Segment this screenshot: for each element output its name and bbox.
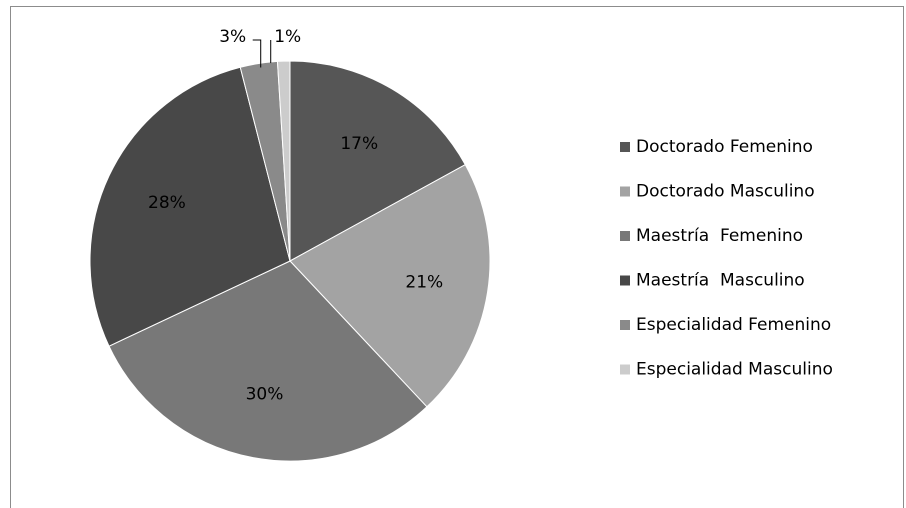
legend-swatch xyxy=(620,186,630,197)
data-label: 28% xyxy=(148,193,186,213)
pie-slice xyxy=(289,163,491,408)
pie-slice xyxy=(108,260,428,462)
legend-swatch xyxy=(620,142,630,152)
data-label: 21% xyxy=(405,272,443,292)
legend-swatch xyxy=(620,320,630,330)
data-label: 30% xyxy=(246,385,284,405)
legend-swatch xyxy=(620,231,630,241)
legend-label: Doctorado Femenino xyxy=(636,137,813,157)
legend-swatch xyxy=(620,275,630,286)
data-label: 1% xyxy=(274,27,301,47)
leader-line xyxy=(252,39,262,68)
legend-label: Especialidad Femenino xyxy=(636,315,831,335)
legend-label: Doctorado Masculino xyxy=(636,182,815,202)
pie-slice xyxy=(276,60,291,262)
data-label: 3% xyxy=(219,27,246,47)
legend-label: Maestría Masculino xyxy=(636,271,805,291)
pie-slice xyxy=(89,66,291,347)
legend-label: Especialidad Masculino xyxy=(636,360,833,380)
pie-slice xyxy=(289,60,466,262)
legend-label: Maestría Femenino xyxy=(636,226,803,246)
legend-swatch xyxy=(620,364,630,375)
data-label: 17% xyxy=(340,134,378,154)
